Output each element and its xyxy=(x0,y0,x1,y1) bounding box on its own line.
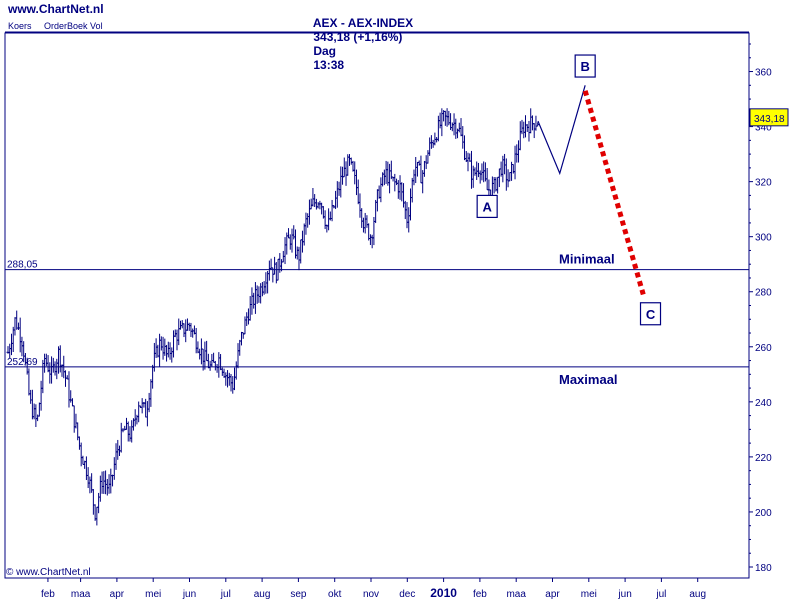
horizontal-line-name: Minimaal xyxy=(559,252,615,267)
wave-label: B xyxy=(580,59,589,74)
horizontal-line-value: 288,05 xyxy=(7,260,38,271)
x-tick-label: sep xyxy=(290,589,307,600)
x-tick-label: aug xyxy=(689,589,706,600)
y-tick-label: 320 xyxy=(755,178,772,189)
x-tick-label: nov xyxy=(363,589,379,600)
plot-frame xyxy=(4,32,750,579)
wave-label-box xyxy=(476,194,498,219)
y-tick-label: 180 xyxy=(755,563,772,574)
x-tick-label: jul xyxy=(655,589,666,600)
x-tick-label: jun xyxy=(182,589,196,600)
horizontal-line-value: 252,69 xyxy=(7,357,38,368)
orderboek-label: OrderBoek Vol xyxy=(44,21,103,31)
projection-line xyxy=(537,85,586,176)
x-tick-label: maa xyxy=(506,589,526,600)
x-tick-label: okt xyxy=(328,589,342,600)
index-name: AEX - AEX-INDEX xyxy=(312,16,414,30)
wave-label-box xyxy=(639,302,662,326)
y-tick-label: 360 xyxy=(755,68,772,79)
y-tick-label: 340 xyxy=(755,123,772,134)
wave-label: C xyxy=(646,307,656,322)
horizontal-line-name: Maximaal xyxy=(559,372,618,387)
koers-label: Koers xyxy=(8,21,32,31)
site-name[interactable]: www.ChartNet.nl xyxy=(8,2,104,16)
y-tick-label: 220 xyxy=(755,453,772,464)
header-bar: www.ChartNet.nl AEX - AEX-INDEX 343,18 (… xyxy=(0,0,800,72)
x-tick-label: feb xyxy=(473,589,487,600)
chart-sublabels: Koers OrderBoek Vol xyxy=(8,21,113,31)
x-tick-label: mei xyxy=(145,589,161,600)
x-tick-label: apr xyxy=(110,589,125,600)
x-tick-label: aug xyxy=(254,589,271,600)
wave-label-box xyxy=(574,54,596,78)
y-tick-label: 240 xyxy=(755,398,772,409)
x-tick-label: dec xyxy=(399,589,415,600)
x-tick-label: jun xyxy=(617,589,631,600)
copyright: © www.ChartNet.nl xyxy=(6,567,91,578)
y-tick-label: 280 xyxy=(755,288,772,299)
x-tick-label: 2010 xyxy=(430,586,457,600)
x-tick-label: feb xyxy=(41,589,55,600)
x-tick-label: maa xyxy=(71,589,91,600)
time-label: 13:38 xyxy=(313,58,345,72)
y-tick-label: 200 xyxy=(755,508,772,519)
y-tick-label: 260 xyxy=(755,343,772,354)
x-tick-label: jul xyxy=(220,589,231,600)
last-price-label: 343,18 xyxy=(754,114,785,125)
x-tick-label: apr xyxy=(545,589,560,600)
period-label: Dag xyxy=(313,44,337,58)
y-tick-label: 300 xyxy=(755,233,772,244)
wave-label: A xyxy=(482,199,492,214)
x-tick-label: mei xyxy=(581,589,597,600)
last-price-badge xyxy=(749,108,789,127)
